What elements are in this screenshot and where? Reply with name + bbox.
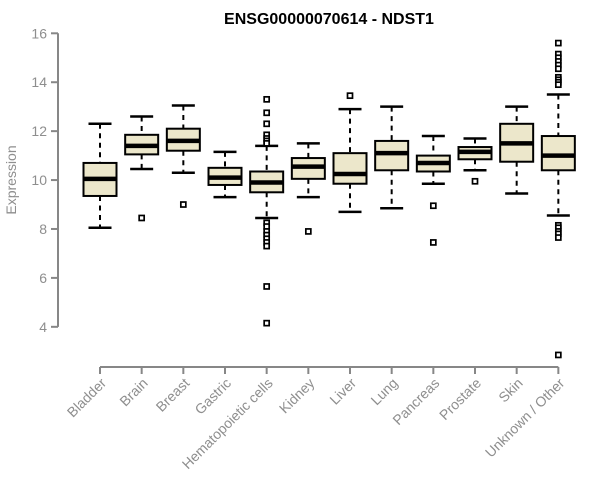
y-tick-label: 10 [31, 172, 47, 188]
outlier-marker [471, 177, 479, 185]
x-category-label: Brain [116, 375, 150, 409]
outlier-marker [554, 351, 562, 359]
box-liver [332, 92, 368, 214]
outlier-marker [554, 81, 562, 89]
outlier-marker [263, 95, 271, 103]
box-bladder [82, 122, 118, 230]
y-tick-label: 14 [31, 74, 47, 90]
y-tick-label: 4 [39, 319, 47, 335]
box-breast [165, 104, 201, 208]
outlier-marker [346, 92, 354, 100]
box-prostate [457, 137, 493, 185]
x-category-label: Skin [495, 375, 526, 406]
outlier-marker [263, 109, 271, 117]
box-pancreas [415, 134, 451, 246]
y-tick-label: 6 [39, 270, 47, 286]
outlier-marker [304, 228, 312, 235]
outlier-marker [429, 239, 437, 246]
y-axis-label: Expression [3, 145, 19, 214]
iqr-box [332, 152, 368, 185]
x-category-label: Prostate [436, 375, 484, 423]
y-tick-label: 12 [31, 123, 47, 139]
box-skin [499, 105, 535, 195]
box-lung [374, 105, 410, 210]
iqr-box [540, 135, 576, 172]
outlier-marker [263, 140, 271, 147]
x-category-label: Kidney [276, 375, 318, 417]
box-gastric [207, 150, 243, 199]
outlier-marker [263, 283, 271, 290]
outlier-marker [554, 39, 562, 47]
x-category-label: Liver [326, 375, 359, 408]
outlier-marker [263, 319, 271, 327]
chart-title: ENSG00000070614 - NDST1 [224, 11, 434, 28]
y-tick-label: 16 [31, 25, 47, 41]
box-kidney [290, 142, 326, 235]
outlier-marker [429, 202, 437, 210]
boxes [82, 39, 576, 359]
outlier-marker [179, 201, 187, 208]
outlier-marker [263, 242, 271, 250]
x-category-label: Breast [153, 375, 193, 415]
box-hematopoietic-cells [249, 95, 285, 327]
y-axis: 4 6 8 10 12 14 16 [31, 25, 59, 335]
outlier-marker [554, 234, 562, 241]
box-unknown-other [540, 39, 576, 359]
x-category-label: Bladder [64, 375, 110, 421]
iqr-box [374, 139, 410, 172]
box-brain [124, 115, 160, 222]
x-category-label: Unknown / Other [482, 375, 568, 461]
outlier-marker [554, 65, 562, 73]
y-tick-label: 8 [39, 221, 47, 237]
x-category-label: Lung [367, 375, 400, 408]
outlier-marker [138, 214, 146, 222]
outlier-marker [263, 120, 271, 128]
